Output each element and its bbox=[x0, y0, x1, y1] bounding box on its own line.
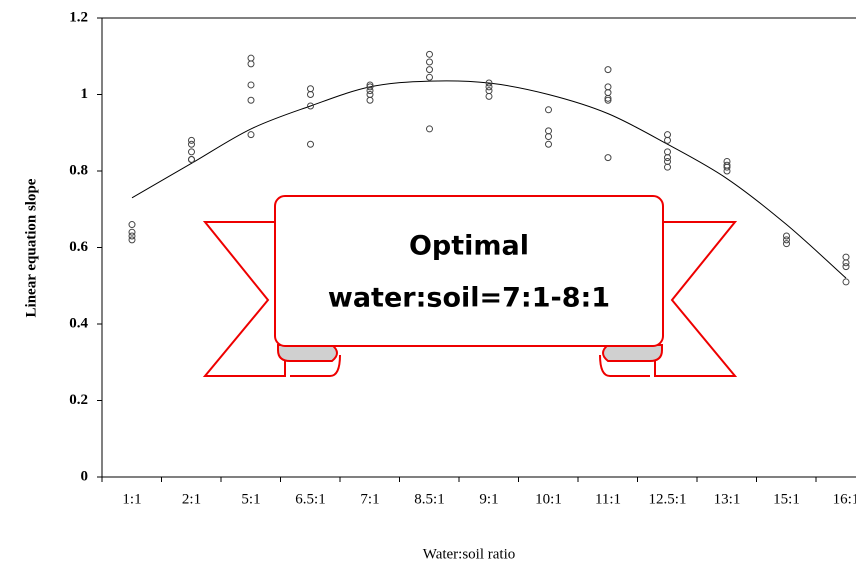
x-axis-title: Water:soil ratio bbox=[423, 546, 516, 562]
data-point bbox=[426, 66, 433, 74]
data-point bbox=[426, 58, 433, 66]
data-point bbox=[128, 221, 136, 229]
data-point bbox=[723, 167, 731, 175]
y-tick-label: 1 bbox=[81, 86, 89, 102]
data-point bbox=[485, 87, 493, 95]
banner-ribbon-right bbox=[654, 221, 738, 377]
data-point bbox=[842, 259, 850, 267]
data-point bbox=[366, 96, 374, 104]
data-point bbox=[604, 66, 612, 74]
banner-fold-left bbox=[277, 344, 338, 362]
y-tick-label: 0.8 bbox=[69, 162, 88, 178]
data-point bbox=[128, 236, 136, 244]
data-point bbox=[307, 102, 314, 110]
banner-ribbon-left bbox=[202, 221, 286, 377]
banner-curl-left bbox=[290, 354, 341, 377]
y-tick-label: 0.4 bbox=[69, 315, 88, 331]
data-point bbox=[307, 85, 314, 93]
data-point bbox=[366, 83, 374, 91]
x-tick-label: 8.5:1 bbox=[414, 491, 444, 507]
data-point bbox=[842, 278, 850, 286]
data-point bbox=[664, 157, 671, 165]
data-point bbox=[604, 89, 612, 97]
data-point bbox=[485, 92, 493, 100]
y-axis-title: Linear equation slope bbox=[23, 178, 39, 317]
data-point bbox=[188, 136, 195, 144]
banner: Optimal water:soil=7:1-8:1 bbox=[202, 195, 738, 377]
data-point bbox=[664, 148, 671, 156]
data-point bbox=[188, 140, 195, 148]
data-point bbox=[842, 253, 850, 261]
data-point bbox=[545, 133, 552, 141]
data-point bbox=[545, 106, 552, 114]
data-point bbox=[604, 96, 612, 104]
data-point bbox=[545, 127, 552, 135]
y-tick-label: 0.2 bbox=[69, 392, 88, 408]
banner-box bbox=[274, 195, 664, 347]
data-point bbox=[426, 73, 433, 81]
data-point bbox=[307, 140, 314, 148]
data-point bbox=[188, 156, 195, 164]
data-point bbox=[783, 240, 790, 248]
data-point bbox=[842, 263, 850, 271]
data-point bbox=[664, 131, 671, 139]
data-point bbox=[188, 148, 195, 156]
data-point bbox=[664, 163, 671, 171]
data-point bbox=[247, 54, 255, 62]
x-tick-label: 11:1 bbox=[595, 491, 621, 507]
data-point bbox=[783, 232, 790, 240]
x-tick-label: 7:1 bbox=[360, 491, 379, 507]
data-point bbox=[247, 96, 255, 104]
data-point bbox=[485, 83, 493, 91]
data-point bbox=[128, 232, 136, 240]
data-point bbox=[545, 140, 552, 148]
y-tick-label: 0 bbox=[81, 468, 89, 484]
data-point bbox=[604, 83, 612, 91]
x-tick-label: 15:1 bbox=[773, 491, 800, 507]
data-point bbox=[247, 81, 255, 89]
x-tick-label: 1:1 bbox=[122, 491, 141, 507]
data-point bbox=[604, 154, 612, 162]
data-point bbox=[783, 236, 790, 244]
data-point bbox=[128, 228, 136, 236]
x-tick-label: 2:1 bbox=[182, 491, 201, 507]
data-point bbox=[604, 94, 612, 102]
data-point bbox=[664, 136, 671, 144]
y-tick-label: 1.2 bbox=[69, 9, 88, 25]
x-tick-label: 13:1 bbox=[714, 491, 741, 507]
banner-text: water:soil=7:1-8:1 bbox=[328, 283, 610, 314]
fit-curve bbox=[131, 80, 847, 279]
data-point bbox=[366, 91, 374, 98]
x-tick-label: 12.5:1 bbox=[649, 491, 687, 507]
x-tick-label: 5:1 bbox=[241, 491, 260, 507]
x-tick-label: 10:1 bbox=[535, 491, 562, 507]
y-tick-label: 0.6 bbox=[69, 239, 88, 255]
data-point bbox=[426, 125, 433, 133]
data-point bbox=[366, 87, 374, 95]
data-point bbox=[307, 91, 314, 98]
banner-fold-right bbox=[602, 344, 663, 362]
data-point bbox=[723, 163, 731, 171]
banner-curl-right bbox=[599, 354, 650, 377]
data-point bbox=[485, 79, 493, 87]
data-point bbox=[247, 60, 255, 68]
x-tick-label: 6.5:1 bbox=[295, 491, 325, 507]
data-point bbox=[247, 131, 255, 139]
data-point bbox=[426, 50, 433, 58]
banner-text: Optimal bbox=[409, 231, 529, 262]
data-point bbox=[664, 154, 671, 162]
x-tick-label: 16:1 bbox=[833, 491, 856, 507]
x-tick-label: 9:1 bbox=[479, 491, 498, 507]
